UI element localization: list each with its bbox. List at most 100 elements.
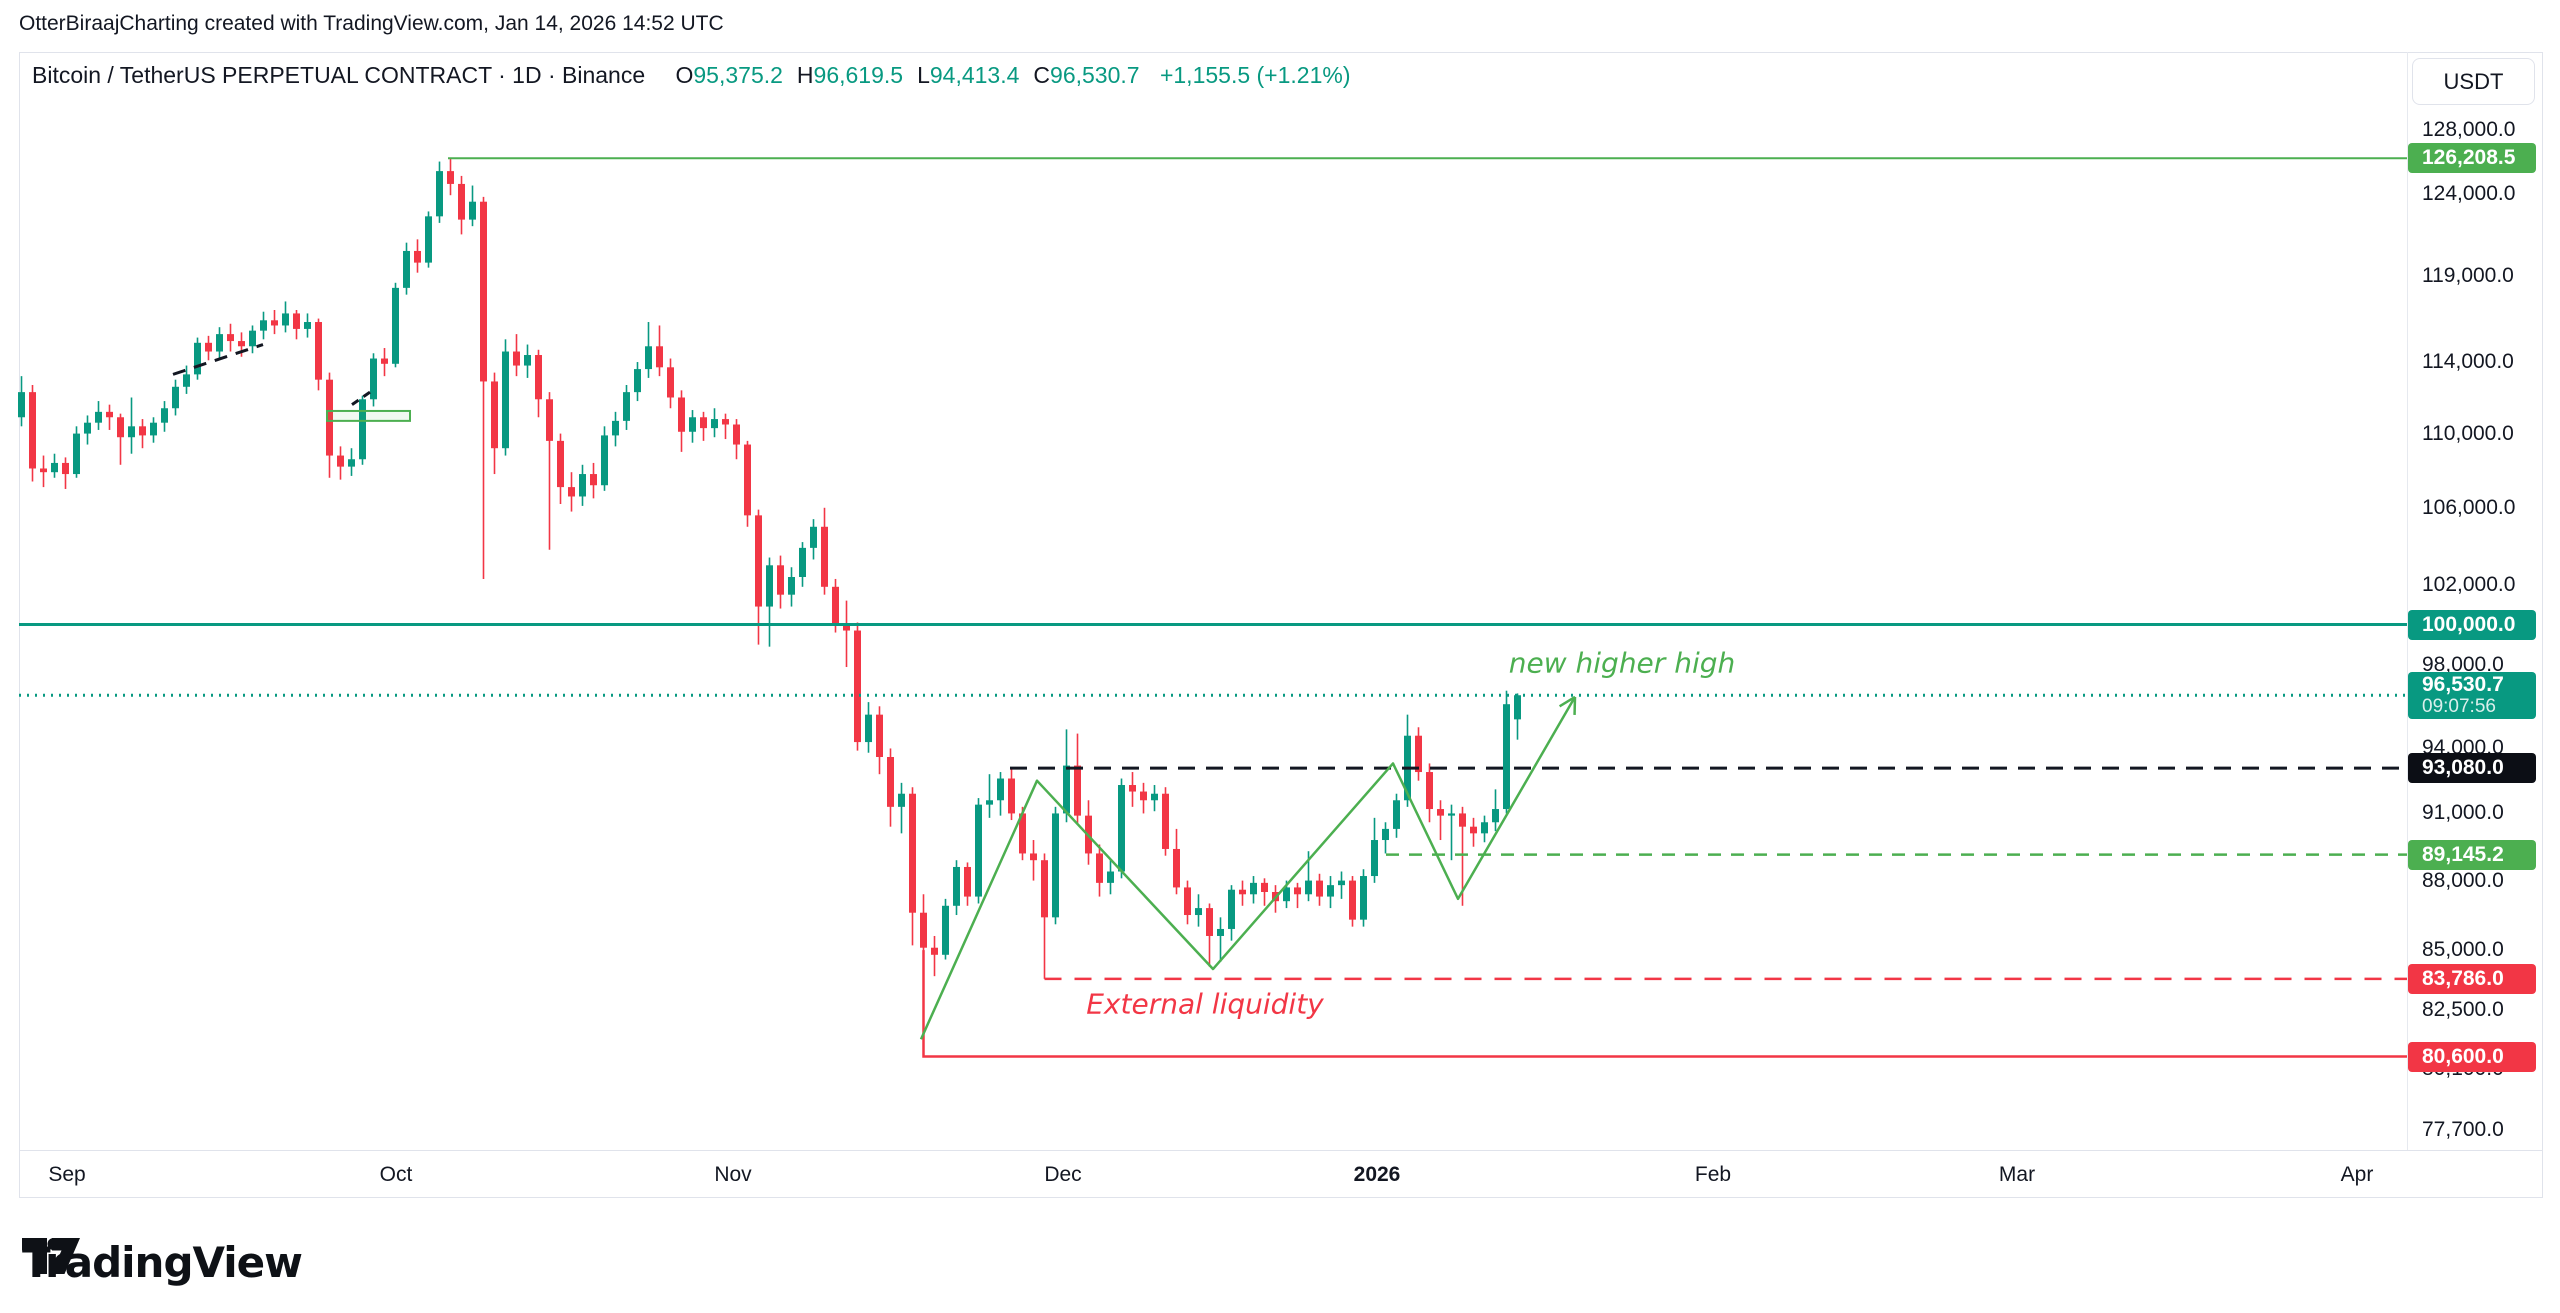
candle-body	[249, 330, 256, 347]
candle-body	[29, 392, 36, 469]
price-axis-label: 96,530.7 09:07:56	[2408, 671, 2536, 719]
candle-body	[1074, 765, 1081, 816]
price-label-value: 93,080.0	[2422, 756, 2504, 780]
ohlc-value: 94,413.4	[929, 62, 1020, 88]
candle-body	[128, 426, 135, 438]
symbol-title[interactable]: Bitcoin / TetherUS PERPETUAL CONTRACT · …	[32, 62, 646, 88]
price-axis-separator	[2407, 52, 2408, 1150]
ohlc-key: C	[1033, 62, 1051, 88]
candle-body	[964, 866, 971, 897]
candle-body	[1184, 887, 1191, 916]
candle-body	[1052, 813, 1059, 918]
candle-body	[513, 351, 520, 366]
candle-body	[854, 630, 861, 743]
ohlc-value: 96,619.5	[813, 62, 904, 88]
time-axis-separator	[19, 1150, 2543, 1151]
candle-body	[667, 367, 674, 398]
candle-body	[1492, 809, 1499, 823]
change-value: +1,155.5 (+1.21%)	[1159, 62, 1351, 88]
chart-text-annotation[interactable]: External liquidity	[1086, 987, 1324, 1021]
candle-body	[1371, 840, 1378, 877]
currency-axis-button[interactable]: USDT	[2412, 58, 2535, 105]
tradingview-logo-mark	[22, 1238, 80, 1274]
candle-body	[238, 341, 245, 347]
candle-body	[568, 487, 575, 497]
candle-body	[1151, 793, 1158, 801]
candle-body	[1382, 828, 1389, 841]
candle-body	[535, 355, 542, 400]
candle-body	[326, 379, 333, 456]
swing-low-line[interactable]	[922, 950, 2408, 1058]
candle-body	[1360, 876, 1367, 920]
candle-body	[1118, 785, 1125, 872]
candle-body	[942, 905, 949, 955]
candle-body	[1250, 882, 1257, 895]
candle-body	[865, 714, 872, 743]
candle-body	[216, 334, 223, 352]
candle-body	[1437, 809, 1444, 816]
candle-body	[1228, 889, 1235, 929]
candle-body	[315, 322, 322, 380]
time-tick-label: 2026	[1353, 1163, 1401, 1186]
tradingview-logo[interactable]: TradingView	[22, 1238, 303, 1287]
candle-body	[744, 444, 751, 516]
time-tick-label: Feb	[1694, 1163, 1732, 1186]
price-tick-label: 85,000.0	[2422, 938, 2504, 962]
price-axis-label: 89,145.2	[2408, 839, 2536, 870]
candle-body	[1217, 928, 1224, 936]
candle-body	[1162, 793, 1169, 849]
candle-body	[898, 793, 905, 807]
chart-text-annotation[interactable]: new higher high	[1508, 646, 1736, 680]
time-tick-label: Dec	[1044, 1163, 1082, 1186]
candle-body	[414, 250, 421, 263]
price-tick-label: 102,000.0	[2422, 572, 2516, 596]
candle-body	[1305, 880, 1312, 895]
ohlc-key: H	[796, 62, 814, 88]
structure-zigzag[interactable]	[919, 696, 1577, 1040]
candle-body	[1415, 735, 1422, 773]
candle-body	[755, 515, 762, 607]
price-label-value: 100,000.0	[2422, 612, 2516, 636]
candle-body	[1327, 885, 1334, 897]
price-axis-label: 93,080.0	[2408, 753, 2536, 784]
symbol-title-row[interactable]: Bitcoin / TetherUS PERPETUAL CONTRACT · …	[32, 62, 1350, 89]
september-trendline[interactable]	[172, 343, 264, 376]
candle-body	[502, 351, 509, 449]
candle-body	[953, 866, 960, 906]
candle-body	[150, 422, 157, 436]
candle-body	[1041, 860, 1048, 918]
candle-body	[183, 374, 190, 387]
candle-body	[194, 342, 201, 375]
candle-body	[1206, 908, 1213, 936]
candle-body	[392, 287, 399, 364]
candle-body	[689, 417, 696, 432]
candle-body	[1173, 848, 1180, 888]
candle-body	[161, 408, 168, 423]
candle-body	[1316, 880, 1323, 897]
candle-body	[1283, 887, 1290, 902]
candle-body	[766, 565, 773, 607]
time-tick-label: Apr	[2340, 1163, 2374, 1186]
candle-body	[645, 346, 652, 370]
candle-body	[1129, 785, 1136, 792]
mini-trendline[interactable]	[351, 390, 371, 406]
candle-body	[1349, 880, 1356, 920]
time-tick-label: Oct	[379, 1163, 413, 1186]
candle-body	[348, 459, 355, 467]
candle-body	[975, 804, 982, 897]
price-axis-label: 80,600.0	[2408, 1041, 2536, 1072]
ohlc-value: 96,530.7	[1050, 62, 1140, 88]
candle-body	[1261, 882, 1268, 893]
candle-body	[304, 322, 311, 329]
price-axis-label: 100,000.0	[2408, 609, 2536, 640]
candle-body	[139, 426, 146, 436]
candle-body	[403, 250, 410, 288]
candle-body	[931, 947, 938, 955]
price-tick-label: 128,000.0	[2422, 118, 2516, 141]
demand-box[interactable]	[326, 409, 411, 422]
candle-body	[623, 392, 630, 421]
candle-body	[1470, 826, 1477, 834]
candle-body	[887, 757, 894, 807]
